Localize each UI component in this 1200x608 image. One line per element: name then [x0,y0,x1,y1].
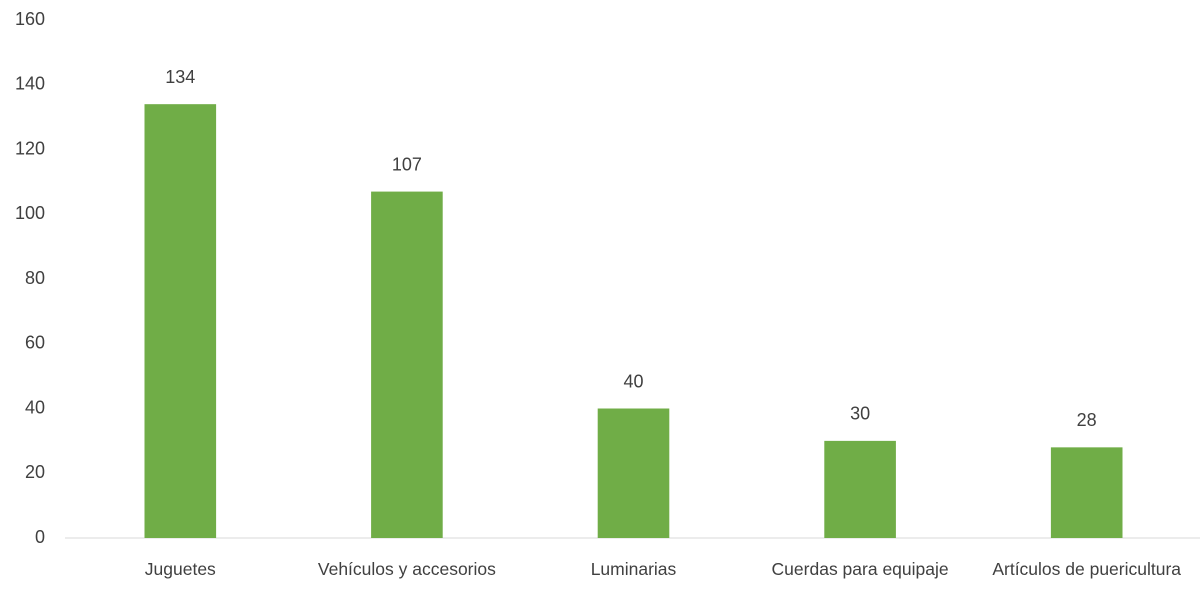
bar [1050,447,1123,538]
y-tick-label: 120 [15,138,45,158]
y-tick-label: 160 [15,9,45,29]
y-tick-label: 20 [25,462,45,482]
y-tick-label: 140 [15,74,45,94]
x-tick-label: Vehículos y accesorios [317,559,496,579]
y-tick-label: 100 [15,203,45,223]
y-tick-label: 40 [25,397,45,417]
data-label: 28 [1077,410,1097,430]
bar [597,408,670,538]
data-label: 40 [623,371,643,391]
x-tick-label: Cuerdas para equipaje [771,559,949,579]
bar [824,440,896,538]
data-label: 30 [850,404,870,424]
y-tick-label: 0 [35,527,45,547]
bar [371,191,443,538]
x-tick-label: Artículos de puericultura [992,559,1182,579]
x-tick-label: Luminarias [590,559,677,579]
x-tick-label: Juguetes [144,559,216,579]
data-label: 107 [392,154,422,174]
data-label: 134 [165,67,195,87]
bar [144,104,217,539]
y-tick-label: 60 [25,333,45,353]
y-tick-label: 80 [25,268,45,288]
